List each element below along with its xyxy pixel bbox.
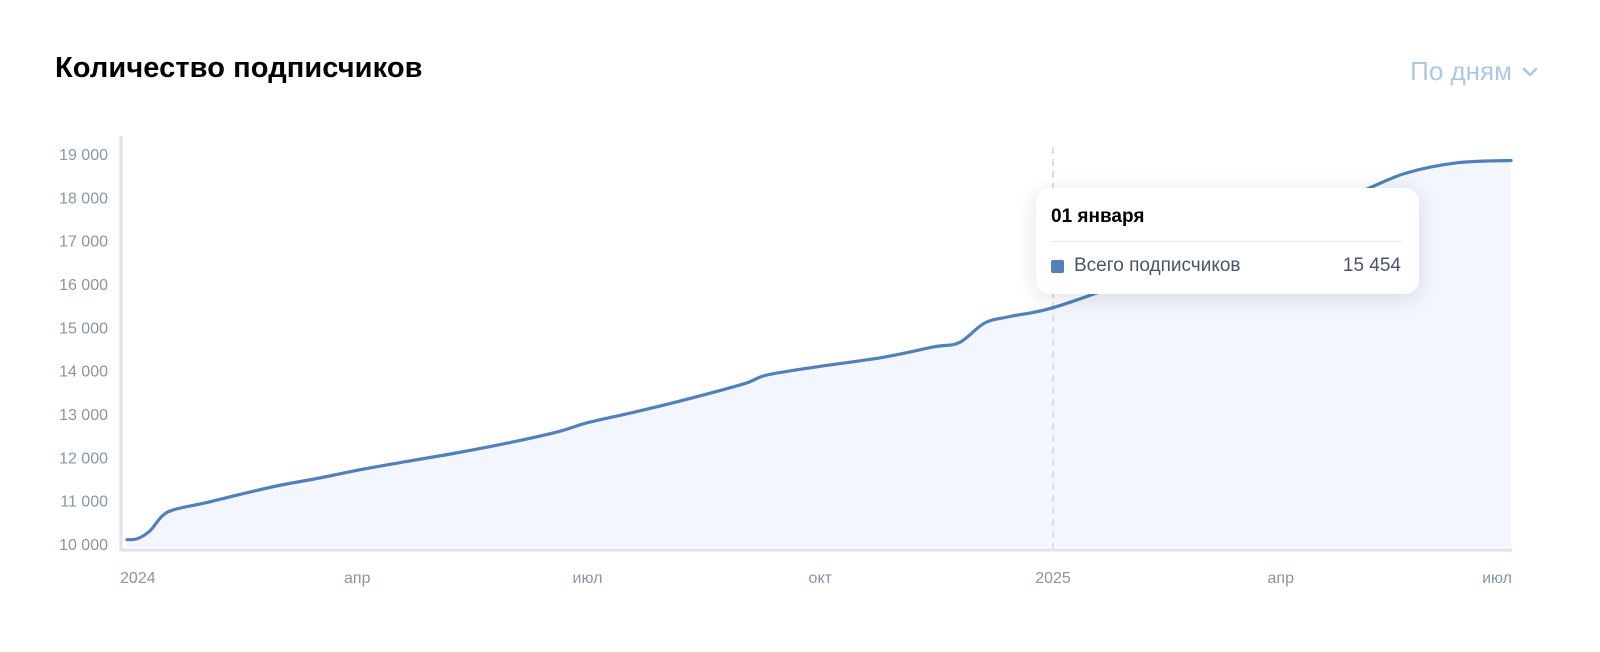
y-tick-label: 13 000	[59, 407, 108, 424]
x-tick-label: июл	[573, 570, 603, 587]
x-tick-label: апр	[1268, 570, 1295, 587]
y-tick-label: 16 000	[59, 277, 108, 294]
y-tick-label: 12 000	[59, 450, 108, 467]
tooltip-value: 15 454	[1342, 255, 1401, 276]
x-tick-label: 2025	[1035, 570, 1071, 587]
x-tick-label: окт	[809, 570, 833, 587]
period-dropdown[interactable]: По дням	[1410, 56, 1538, 87]
y-tick-label: 18 000	[59, 190, 108, 207]
x-tick-label: апр	[344, 570, 371, 587]
period-dropdown-label: По дням	[1410, 56, 1512, 86]
x-tick-label: июл	[1482, 570, 1512, 587]
chevron-down-icon	[1522, 67, 1538, 77]
tooltip-row: Всего подписчиков 15 454	[1051, 255, 1401, 277]
y-tick-label: 17 000	[59, 234, 108, 251]
tooltip-divider	[1051, 241, 1402, 242]
y-tick-label: 19 000	[59, 147, 108, 164]
tooltip-series-swatch	[1051, 259, 1064, 273]
x-tick-label: 2024	[120, 570, 156, 587]
tooltip-date: 01 января	[1051, 206, 1145, 227]
y-tick-label: 10 000	[59, 537, 108, 554]
y-tick-label: 11 000	[60, 494, 108, 511]
tooltip-series-name: Всего подписчиков	[1074, 255, 1241, 276]
y-tick-label: 15 000	[59, 320, 108, 337]
chart-tooltip: 01 января Всего подписчиков 15 454	[1036, 188, 1419, 294]
y-tick-label: 14 000	[59, 364, 108, 381]
chart-title: Количество подписчиков	[55, 52, 423, 84]
